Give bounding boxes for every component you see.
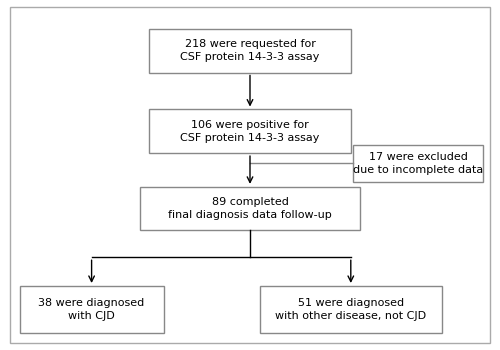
Bar [149,110,351,153]
Text: 17 were excluded
due to incomplete data: 17 were excluded due to incomplete data [353,152,483,175]
Text: 89 completed
final diagnosis data follow-up: 89 completed final diagnosis data follow… [168,197,332,220]
Bar [149,29,351,72]
Text: 218 were requested for
CSF protein 14-3-3 assay: 218 were requested for CSF protein 14-3-… [180,39,320,62]
Bar [140,187,360,230]
Bar [20,286,164,333]
Bar [353,145,483,182]
Text: 51 were diagnosed
with other disease, not CJD: 51 were diagnosed with other disease, no… [275,298,426,321]
Text: 106 were positive for
CSF protein 14-3-3 assay: 106 were positive for CSF protein 14-3-3… [180,120,320,143]
Bar [260,286,442,333]
Text: 38 were diagnosed
with CJD: 38 were diagnosed with CJD [38,298,144,321]
